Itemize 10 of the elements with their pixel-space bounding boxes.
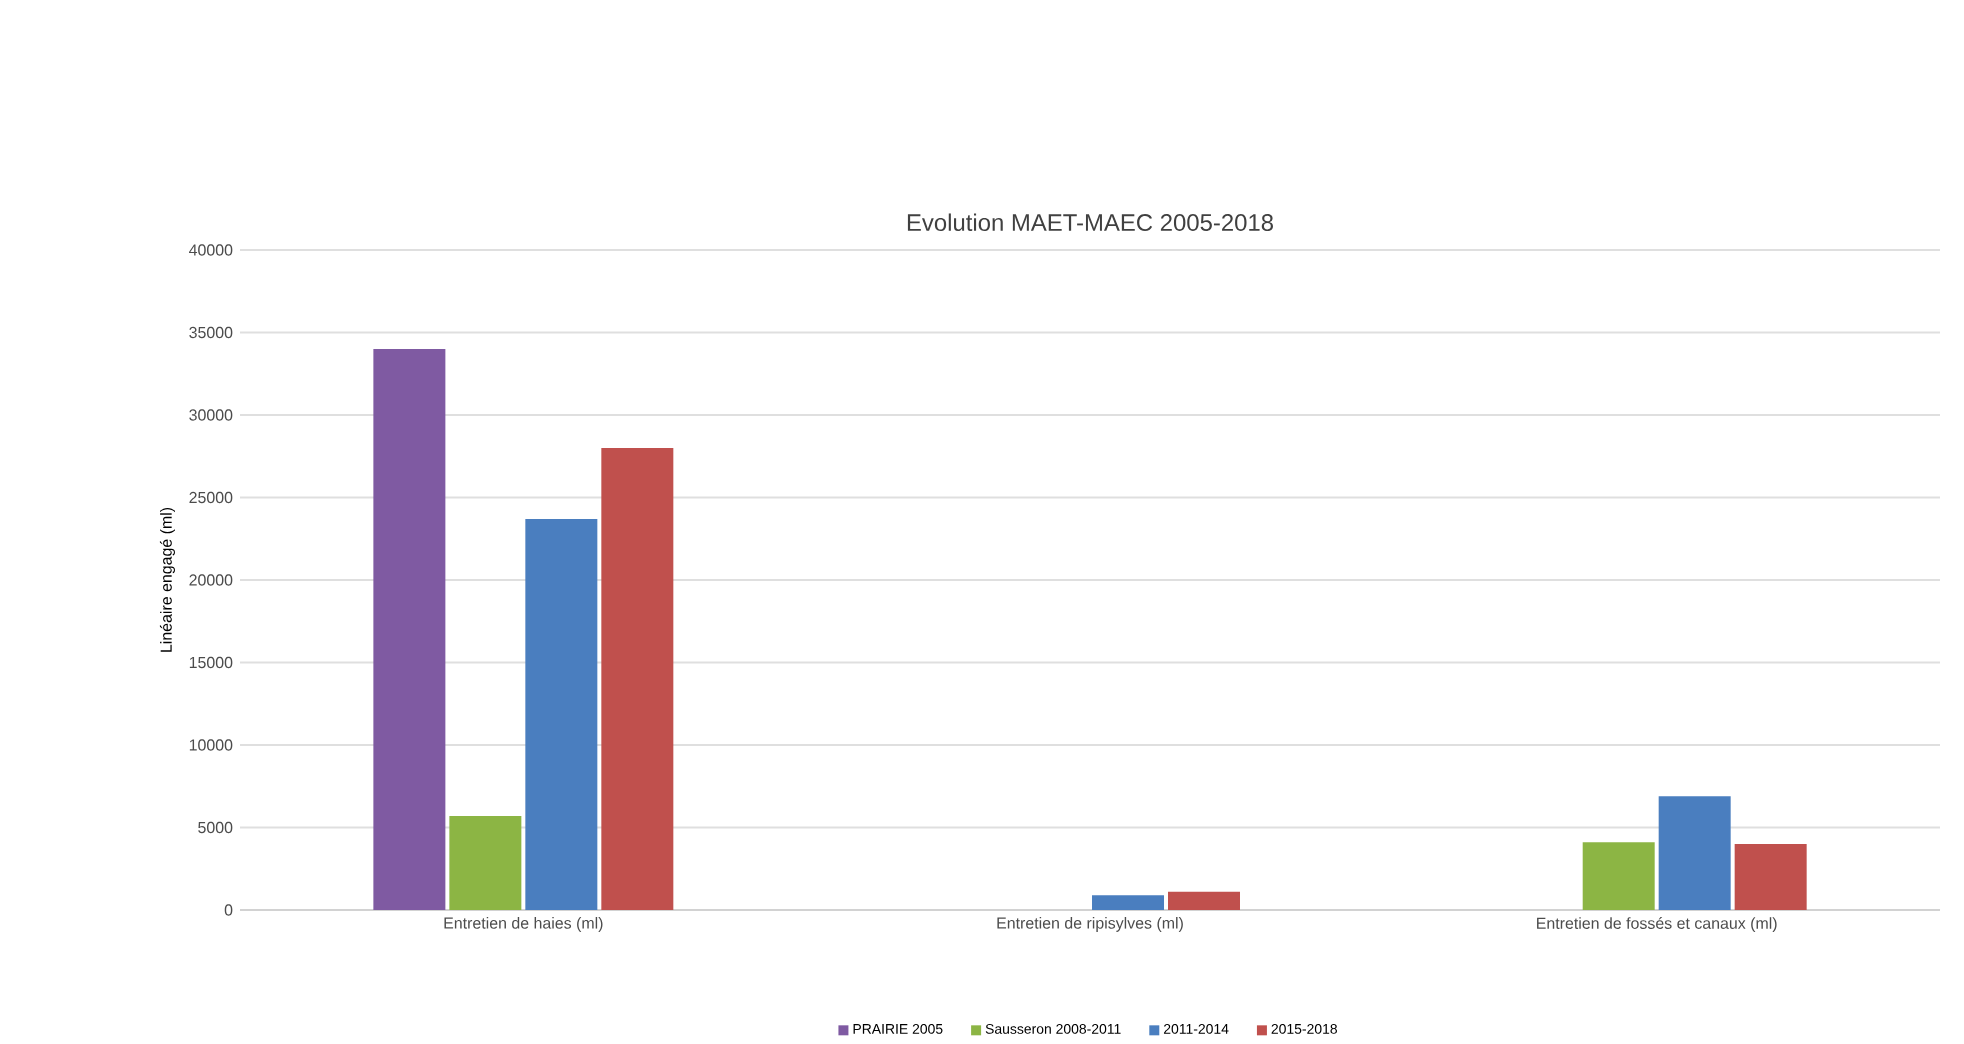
chart-title: Evolution MAET-MAEC 2005-2018 [907,213,1273,231]
bar [1092,894,1165,910]
bar [525,518,598,910]
bar [1168,891,1240,910]
bar [1734,843,1807,910]
bar [1582,842,1655,910]
bar [601,447,674,910]
bar [449,815,522,910]
bar [1658,795,1731,910]
bar [373,348,446,910]
